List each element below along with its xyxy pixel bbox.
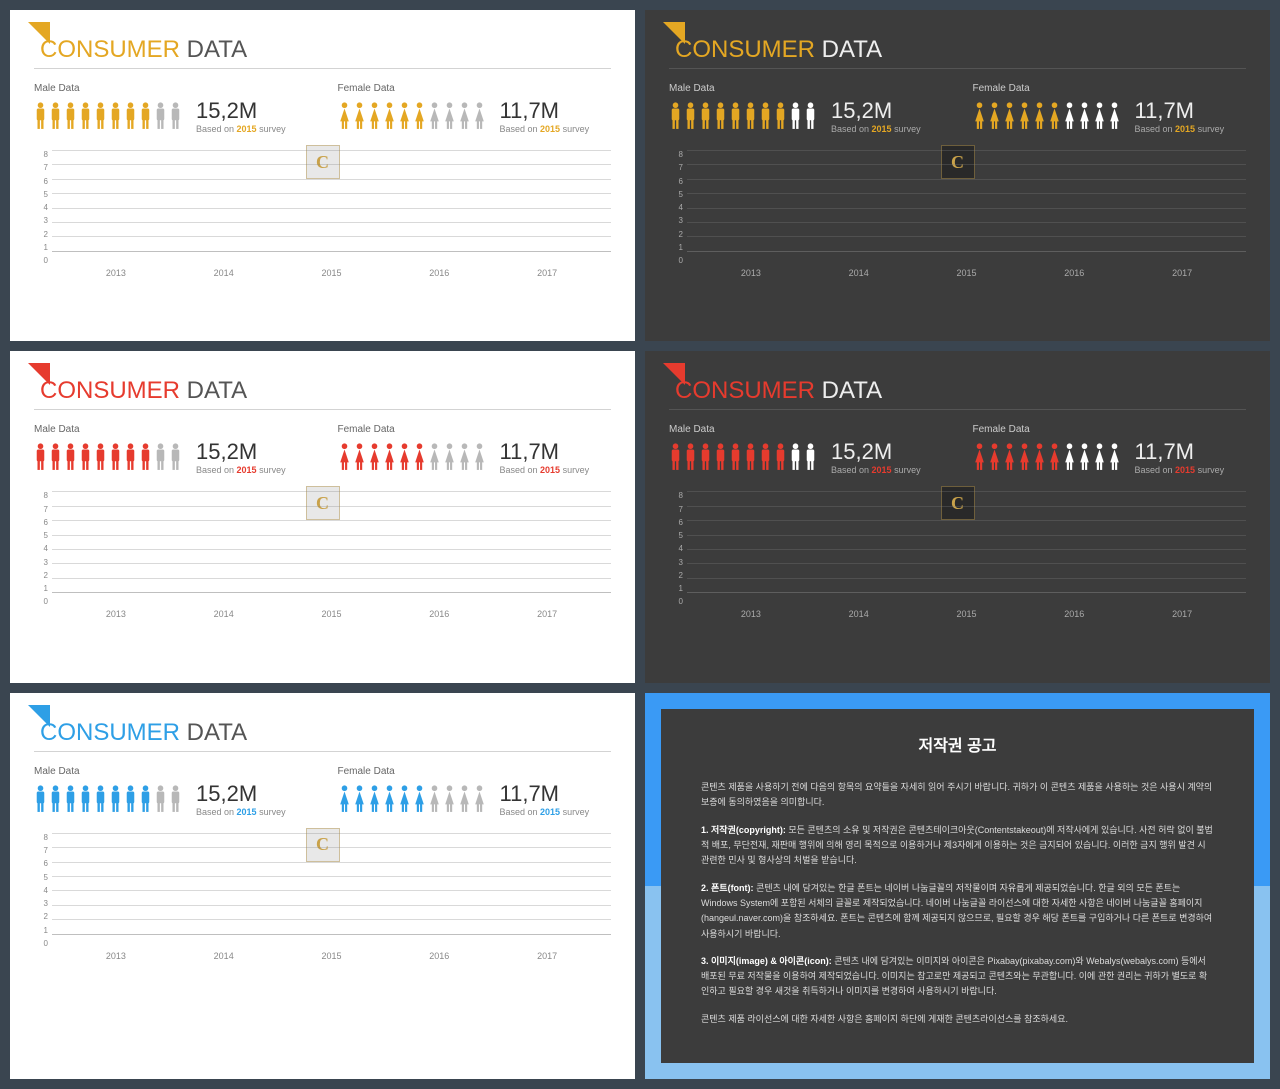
bar-chart: 01234567820132014201520162017 xyxy=(669,150,1246,292)
consumer-data-slide: CONSUMER DATAMale Data15,2MBased on 2015… xyxy=(10,351,635,682)
x-axis: 20132014201520162017 xyxy=(52,951,611,961)
female-label: Female Data xyxy=(338,83,612,94)
male-value: 15,2M xyxy=(196,98,257,123)
y-axis: 012345678 xyxy=(34,150,52,265)
female-value: 11,7M xyxy=(500,781,560,806)
female-value: 11,7M xyxy=(1135,439,1195,464)
slide-title: CONSUMER DATA xyxy=(40,719,611,747)
female-label: Female Data xyxy=(338,766,612,777)
male-label: Male Data xyxy=(34,424,308,435)
female-pictogram xyxy=(338,443,486,471)
female-pictogram xyxy=(973,443,1121,471)
copyright-p4: 3. 이미지(image) & 아이콘(icon): 콘텐츠 내에 담겨있는 이… xyxy=(701,954,1214,1000)
male-value: 15,2M xyxy=(196,439,257,464)
male-sub: Based on 2015 survey xyxy=(196,124,286,134)
male-label: Male Data xyxy=(34,766,308,777)
female-label: Female Data xyxy=(338,424,612,435)
consumer-data-slide: CONSUMER DATAMale Data15,2MBased on 2015… xyxy=(10,693,635,1079)
male-value: 15,2M xyxy=(831,98,892,123)
male-pictogram xyxy=(669,102,817,130)
slide-title: CONSUMER DATA xyxy=(675,377,1246,405)
y-axis: 012345678 xyxy=(669,491,687,606)
slide-title: CONSUMER DATA xyxy=(40,36,611,64)
female-value: 11,7M xyxy=(500,439,560,464)
slide-title: CONSUMER DATA xyxy=(40,377,611,405)
female-sub: Based on 2015 survey xyxy=(500,807,590,817)
male-sub: Based on 2015 survey xyxy=(196,465,286,475)
female-value: 11,7M xyxy=(1135,98,1195,123)
corner-accent-icon xyxy=(663,363,685,385)
slide-title: CONSUMER DATA xyxy=(675,36,1246,64)
consumer-data-slide: CONSUMER DATAMale Data15,2MBased on 2015… xyxy=(645,10,1270,341)
y-axis: 012345678 xyxy=(669,150,687,265)
consumer-data-slide: CONSUMER DATAMale Data15,2MBased on 2015… xyxy=(645,351,1270,682)
male-sub: Based on 2015 survey xyxy=(196,807,286,817)
female-pictogram xyxy=(338,102,486,130)
female-pictogram xyxy=(973,102,1121,130)
x-axis: 20132014201520162017 xyxy=(52,268,611,278)
bar-chart: 01234567820132014201520162017 xyxy=(34,833,611,975)
copyright-p3: 2. 폰트(font): 콘텐츠 내에 담겨있는 한글 폰트는 네이버 나눔글꼴… xyxy=(701,881,1214,942)
x-axis: 20132014201520162017 xyxy=(52,609,611,619)
y-axis: 012345678 xyxy=(34,833,52,948)
x-axis: 20132014201520162017 xyxy=(687,268,1246,278)
corner-accent-icon xyxy=(28,705,50,727)
corner-accent-icon xyxy=(663,22,685,44)
male-pictogram xyxy=(34,785,182,813)
male-pictogram xyxy=(34,102,182,130)
bar-chart: 01234567820132014201520162017 xyxy=(669,491,1246,633)
female-pictogram xyxy=(338,785,486,813)
male-label: Male Data xyxy=(669,83,943,94)
female-label: Female Data xyxy=(973,424,1247,435)
copyright-p5: 콘텐츠 제품 라이선스에 대한 자세한 사항은 홈페이지 하단에 게재한 콘텐츠… xyxy=(701,1012,1214,1027)
copyright-slide: 저작권 공고콘텐츠 제품을 사용하기 전에 다음의 항목의 요약들을 자세히 읽… xyxy=(645,693,1270,1079)
corner-accent-icon xyxy=(28,22,50,44)
female-sub: Based on 2015 survey xyxy=(500,124,590,134)
male-sub: Based on 2015 survey xyxy=(831,124,921,134)
corner-accent-icon xyxy=(28,363,50,385)
male-pictogram xyxy=(34,443,182,471)
female-sub: Based on 2015 survey xyxy=(1135,465,1225,475)
female-label: Female Data xyxy=(973,83,1247,94)
y-axis: 012345678 xyxy=(34,491,52,606)
x-axis: 20132014201520162017 xyxy=(687,609,1246,619)
female-sub: Based on 2015 survey xyxy=(1135,124,1225,134)
male-value: 15,2M xyxy=(831,439,892,464)
male-pictogram xyxy=(669,443,817,471)
bar-chart: 01234567820132014201520162017 xyxy=(34,491,611,633)
female-sub: Based on 2015 survey xyxy=(500,465,590,475)
copyright-title: 저작권 공고 xyxy=(701,733,1214,760)
male-label: Male Data xyxy=(34,83,308,94)
bar-chart: 01234567820132014201520162017 xyxy=(34,150,611,292)
male-sub: Based on 2015 survey xyxy=(831,465,921,475)
consumer-data-slide: CONSUMER DATAMale Data15,2MBased on 2015… xyxy=(10,10,635,341)
copyright-p1: 콘텐츠 제품을 사용하기 전에 다음의 항목의 요약들을 자세히 읽어 주시기 … xyxy=(701,780,1214,811)
male-label: Male Data xyxy=(669,424,943,435)
male-value: 15,2M xyxy=(196,781,257,806)
copyright-p2: 1. 저작권(copyright): 모든 콘텐츠의 소유 및 저작권은 콘텐츠… xyxy=(701,823,1214,869)
female-value: 11,7M xyxy=(500,98,560,123)
